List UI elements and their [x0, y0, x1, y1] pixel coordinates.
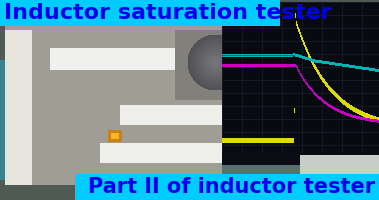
- Bar: [75, 174, 379, 200]
- Bar: [0, 0, 280, 26]
- Text: Part II of inductor tester: Part II of inductor tester: [88, 177, 375, 197]
- Text: Inductor saturation tester: Inductor saturation tester: [4, 3, 332, 23]
